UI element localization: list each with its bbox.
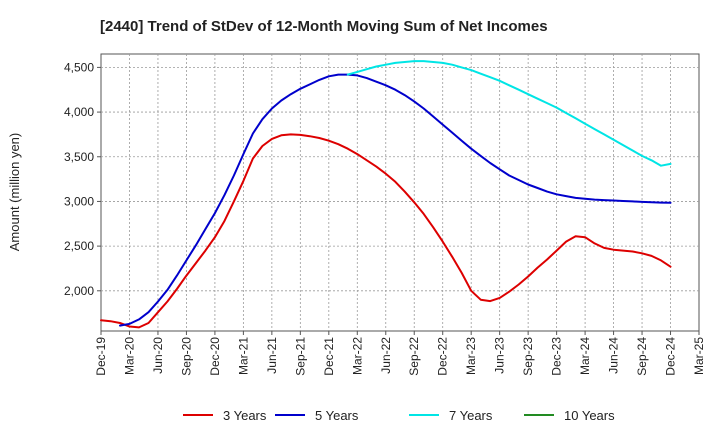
legend-label: 10 Years [564,408,615,423]
series-line-7-years [346,60,672,167]
series-line-3-years [100,133,672,329]
x-tick-label: Mar-24 [578,337,592,375]
legend-label: 3 Years [223,408,267,423]
x-tick-label: Jun-24 [607,337,621,374]
y-tick-label: 3,500 [64,150,94,164]
legend: 3 Years 5 Years 7 Years 10 Years [183,408,615,423]
x-tick-label: Dec-19 [94,337,108,376]
chart-title: [2440] Trend of StDev of 12-Month Moving… [100,18,548,35]
x-tick-label: Sep-20 [179,337,193,376]
y-tick-label: 3,000 [64,194,94,208]
x-tick-label: Jun-22 [379,337,393,374]
x-tick-label: Sep-24 [635,337,649,376]
x-tick-label: Mar-25 [692,337,706,375]
x-tick-label: Dec-22 [436,337,450,376]
y-tick-label: 4,000 [64,105,94,119]
x-tick-label: Mar-21 [236,337,250,375]
y-tick-label: 2,000 [64,284,94,298]
y-tick-label: 2,500 [64,239,94,253]
x-tick-label: Mar-20 [122,337,136,375]
x-axis: Dec-19 Mar-20 Jun-20 Sep-20 Dec-20 Mar-21 Jun-… [94,331,706,376]
y-tick-label: 4,500 [64,60,94,74]
x-tick-label: Dec-24 [664,337,678,376]
x-tick-label: Sep-21 [293,337,307,376]
x-tick-label: Dec-23 [550,337,564,376]
x-tick-label: Dec-21 [322,337,336,376]
y-axis: 2,000 2,500 3,000 3,500 4,000 4,500 [64,60,101,298]
series-line-5-years [119,73,672,327]
legend-label: 7 Years [449,408,493,423]
x-tick-label: Mar-22 [350,337,364,375]
y-axis-label: Amount (million yen) [7,133,22,252]
x-tick-label: Sep-23 [521,337,535,376]
series-layer [100,60,672,329]
x-tick-label: Sep-22 [407,337,421,376]
plot-area [100,53,700,332]
legend-label: 5 Years [315,408,359,423]
x-tick-label: Jun-21 [265,337,279,374]
x-tick-label: Jun-20 [151,337,165,374]
x-tick-label: Mar-23 [464,337,478,375]
x-tick-label: Jun-23 [493,337,507,374]
x-tick-label: Dec-20 [208,337,222,376]
